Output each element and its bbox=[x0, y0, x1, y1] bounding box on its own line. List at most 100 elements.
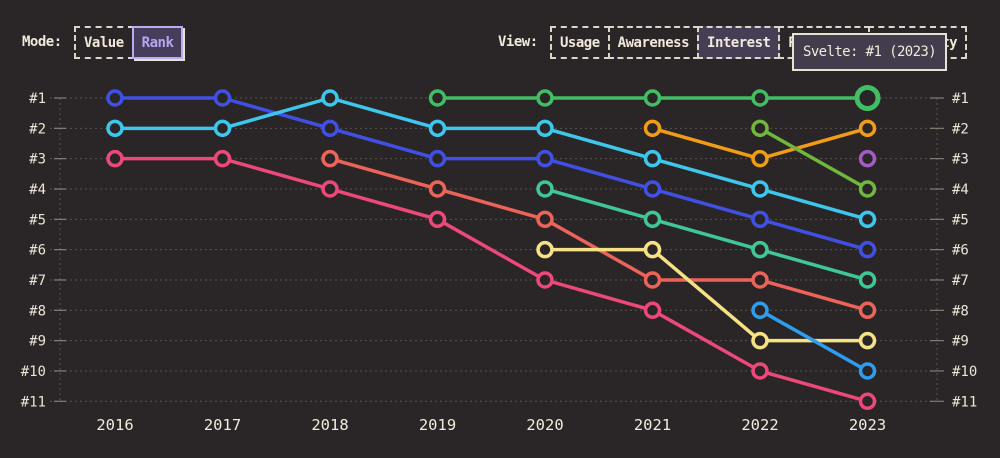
data-point-cyan-2019[interactable] bbox=[428, 119, 447, 138]
y-axis-label-right: #9 bbox=[952, 334, 969, 350]
data-point-svelte-2022[interactable] bbox=[751, 89, 769, 107]
series-line-magenta bbox=[759, 369, 868, 403]
data-point-magenta-2021[interactable] bbox=[643, 301, 662, 320]
series-line-coral bbox=[759, 278, 868, 312]
series-line-royal-blue bbox=[759, 217, 868, 252]
data-point-royal-blue-2020[interactable] bbox=[536, 149, 554, 168]
data-point-magenta-2020[interactable] bbox=[536, 271, 554, 289]
data-point-coral-2019[interactable] bbox=[428, 180, 447, 198]
data-point-azure-2023[interactable] bbox=[858, 362, 877, 380]
y-axis-label-left: #1 bbox=[29, 91, 46, 107]
series-line-teal bbox=[759, 247, 868, 282]
data-point-cyan-2023[interactable] bbox=[858, 210, 877, 229]
data-point-azure-2022[interactable] bbox=[751, 301, 769, 320]
series-line-magenta bbox=[222, 156, 331, 191]
series-line-orange bbox=[759, 126, 868, 161]
series-line-magenta bbox=[329, 187, 438, 222]
view-option-interest[interactable]: Interest bbox=[697, 26, 781, 59]
series-line-lime-green bbox=[759, 126, 869, 191]
data-point-cyan-2018[interactable] bbox=[321, 89, 339, 107]
x-axis-label: 2018 bbox=[311, 416, 348, 434]
data-point-coral-2021[interactable] bbox=[643, 271, 662, 289]
data-point-royal-blue-2018[interactable] bbox=[321, 119, 339, 138]
data-point-coral-2022[interactable] bbox=[751, 271, 769, 289]
data-point-teal-2021[interactable] bbox=[643, 210, 662, 229]
data-point-lime-green-2023[interactable] bbox=[858, 180, 877, 198]
data-point-lime-green-2022[interactable] bbox=[751, 119, 769, 138]
data-point-royal-blue-2016[interactable] bbox=[106, 89, 124, 107]
y-axis-label-right: #1 bbox=[952, 91, 969, 107]
x-axis-label: 2020 bbox=[526, 416, 563, 434]
y-axis-label-right: #10 bbox=[952, 364, 977, 380]
y-axis-label-left: #9 bbox=[29, 334, 46, 350]
series-line-royal-blue bbox=[544, 156, 653, 191]
y-axis-label-left: #8 bbox=[29, 303, 46, 319]
y-axis-label-right: #3 bbox=[952, 152, 969, 168]
data-point-cyan-2022[interactable] bbox=[751, 180, 769, 198]
chart-tooltip: Svelte: #1 (2023) bbox=[792, 33, 948, 71]
mode-option-value[interactable]: Value bbox=[74, 26, 134, 59]
data-point-royal-blue-2023[interactable] bbox=[858, 240, 877, 259]
data-point-royal-blue-2019[interactable] bbox=[428, 149, 447, 168]
data-point-orange-2022[interactable] bbox=[751, 149, 769, 168]
y-axis-label-right: #4 bbox=[952, 182, 969, 198]
y-axis-label-left: #6 bbox=[29, 243, 46, 259]
view-option-usage[interactable]: Usage bbox=[550, 26, 610, 59]
data-point-royal-blue-2021[interactable] bbox=[643, 180, 662, 198]
view-label: View: bbox=[498, 34, 538, 50]
data-point-royal-blue-2017[interactable] bbox=[213, 89, 232, 107]
series-line-cyan bbox=[652, 156, 761, 191]
data-point-yellow-2022[interactable] bbox=[751, 331, 769, 350]
data-point-purple-2023[interactable] bbox=[858, 149, 877, 168]
y-axis-label-left: #4 bbox=[29, 182, 46, 198]
data-point-magenta-2017[interactable] bbox=[213, 149, 232, 168]
data-point-coral-2018[interactable] bbox=[321, 149, 339, 168]
data-point-cyan-2020[interactable] bbox=[536, 119, 554, 138]
mode-option-rank[interactable]: Rank bbox=[131, 26, 184, 59]
data-point-svelte-2019[interactable] bbox=[428, 89, 447, 107]
series-line-royal-blue bbox=[329, 126, 438, 161]
series-line-magenta bbox=[436, 217, 546, 282]
data-point-yellow-2021[interactable] bbox=[643, 240, 662, 259]
data-point-orange-2021[interactable] bbox=[643, 119, 662, 138]
view-option-awareness[interactable]: Awareness bbox=[607, 26, 700, 59]
data-point-coral-2023[interactable] bbox=[858, 301, 877, 320]
data-point-teal-2020[interactable] bbox=[536, 180, 554, 198]
data-point-orange-2023[interactable] bbox=[858, 119, 877, 138]
series-line-cyan bbox=[329, 96, 438, 131]
data-point-svelte-2021[interactable] bbox=[643, 89, 662, 107]
series-line-cyan bbox=[544, 126, 653, 161]
data-point-svelte-2023[interactable] bbox=[854, 85, 881, 111]
y-axis-label-right: #5 bbox=[952, 212, 969, 228]
data-point-teal-2022[interactable] bbox=[751, 240, 769, 259]
y-axis-label-right: #7 bbox=[952, 273, 969, 289]
data-point-royal-blue-2022[interactable] bbox=[751, 210, 769, 229]
series-points bbox=[106, 85, 881, 411]
data-point-coral-2020[interactable] bbox=[536, 210, 554, 229]
mode-toggle: Value Rank bbox=[74, 26, 184, 59]
x-axis-label: 2021 bbox=[634, 416, 671, 434]
y-axis-label-right: #6 bbox=[952, 243, 969, 259]
data-point-yellow-2023[interactable] bbox=[858, 331, 877, 350]
data-point-cyan-2016[interactable] bbox=[106, 119, 124, 138]
series-lines bbox=[115, 96, 869, 403]
series-line-cyan bbox=[222, 96, 331, 131]
data-point-magenta-2016[interactable] bbox=[106, 149, 124, 168]
y-axis-label-left: #2 bbox=[29, 121, 46, 137]
y-axis-label-left: #11 bbox=[21, 394, 46, 410]
series-line-coral bbox=[329, 156, 438, 191]
data-point-yellow-2020[interactable] bbox=[536, 240, 554, 259]
data-point-magenta-2023[interactable] bbox=[858, 392, 877, 411]
data-point-magenta-2018[interactable] bbox=[321, 180, 339, 198]
data-point-cyan-2021[interactable] bbox=[643, 149, 662, 168]
series-line-azure bbox=[759, 308, 869, 373]
data-point-magenta-2019[interactable] bbox=[428, 210, 447, 229]
series-line-coral bbox=[437, 187, 546, 222]
data-point-teal-2023[interactable] bbox=[858, 271, 877, 289]
data-point-svelte-2020[interactable] bbox=[536, 89, 554, 107]
series-line-magenta bbox=[651, 308, 761, 373]
data-point-cyan-2017[interactable] bbox=[213, 119, 232, 138]
x-axis-label: 2017 bbox=[204, 416, 241, 434]
data-point-magenta-2022[interactable] bbox=[751, 362, 769, 380]
